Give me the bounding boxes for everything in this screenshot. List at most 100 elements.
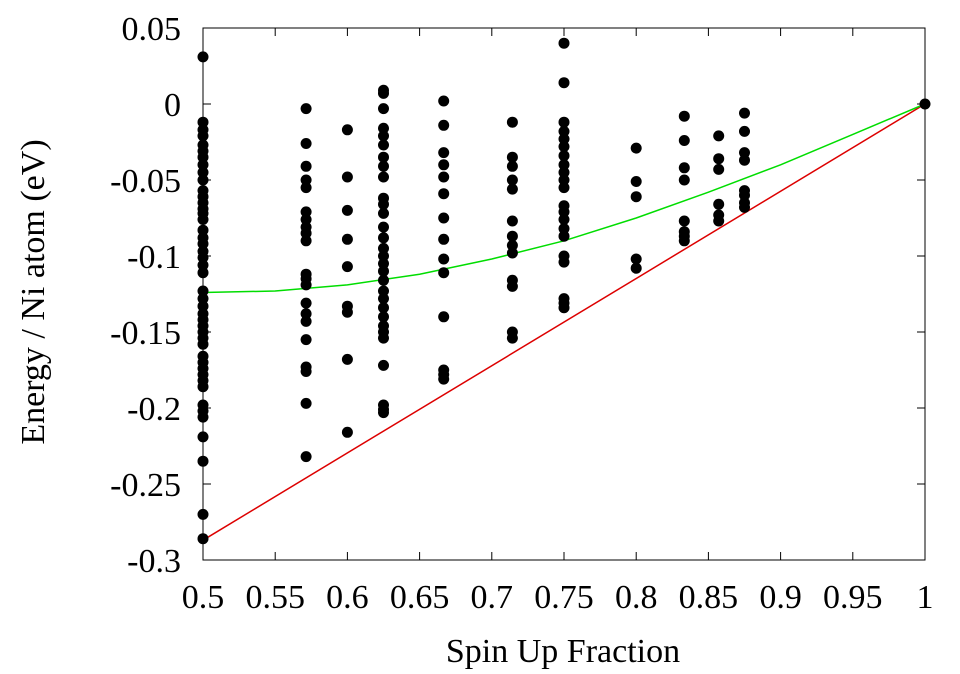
data-point xyxy=(378,285,389,297)
x-tick-label: 0.8 xyxy=(615,579,658,616)
data-point xyxy=(378,198,389,210)
y-tick-label: -0.3 xyxy=(127,543,181,580)
data-point xyxy=(558,116,570,128)
data-points xyxy=(197,37,931,545)
data-point xyxy=(630,191,642,203)
data-point xyxy=(300,366,312,377)
data-point xyxy=(558,159,570,171)
data-point xyxy=(506,174,518,186)
data-point xyxy=(678,110,690,122)
y-tick-label: -0.1 xyxy=(127,239,181,276)
data-point xyxy=(341,306,353,318)
data-point xyxy=(713,163,725,175)
data-point xyxy=(678,162,690,174)
data-point xyxy=(378,359,389,371)
data-point xyxy=(678,174,690,186)
data-point xyxy=(300,160,312,172)
data-point xyxy=(300,235,312,247)
data-point xyxy=(378,130,389,142)
data-point xyxy=(739,154,750,166)
data-point xyxy=(558,230,570,242)
data-point xyxy=(438,171,450,183)
data-point xyxy=(630,176,642,187)
data-point xyxy=(341,261,353,273)
data-point xyxy=(506,215,518,227)
data-point xyxy=(558,133,570,145)
data-point xyxy=(300,279,312,291)
data-point xyxy=(558,141,570,153)
data-point xyxy=(438,147,450,159)
x-axis-title: Spin Up Fraction xyxy=(446,633,680,670)
data-point xyxy=(558,77,570,89)
data-point xyxy=(506,183,518,195)
data-point xyxy=(713,153,725,165)
y-tick-label: 0.05 xyxy=(122,11,182,48)
data-point xyxy=(378,293,389,305)
data-point xyxy=(506,332,518,344)
x-tick-label: 1 xyxy=(917,579,934,616)
data-point xyxy=(558,150,570,162)
data-point xyxy=(300,227,312,239)
data-point xyxy=(300,397,312,409)
x-tick-label: 0.85 xyxy=(679,579,739,616)
x-tick-label: 0.75 xyxy=(534,579,594,616)
y-tick-label: -0.15 xyxy=(110,315,181,352)
data-point xyxy=(378,171,389,183)
data-point xyxy=(506,151,518,163)
data-point xyxy=(558,223,570,235)
data-point xyxy=(438,253,450,265)
y-tick-label: -0.25 xyxy=(110,467,181,504)
x-tick-label: 0.6 xyxy=(326,579,369,616)
data-point xyxy=(378,242,389,254)
data-point xyxy=(341,353,353,365)
x-tick-label: 0.65 xyxy=(390,579,450,616)
data-point xyxy=(713,215,725,227)
data-point xyxy=(378,407,389,419)
x-tick-label: 0.9 xyxy=(759,579,802,616)
data-point xyxy=(438,373,450,385)
data-point xyxy=(506,247,518,259)
data-point xyxy=(378,302,389,314)
data-point xyxy=(341,426,353,438)
data-point xyxy=(558,37,570,49)
data-point xyxy=(558,206,570,218)
y-tick-label: 0 xyxy=(164,87,181,124)
data-point xyxy=(300,451,312,463)
data-point xyxy=(558,174,570,186)
data-point xyxy=(300,334,312,346)
data-point xyxy=(558,214,570,225)
data-point xyxy=(739,201,750,213)
data-point xyxy=(438,119,450,131)
data-point xyxy=(378,221,389,233)
x-axis: 0.5 0.55 0.6 0.65 0.7 0.75 0.8 0.85 0.9 0.95 1 xyxy=(182,28,934,616)
data-point xyxy=(300,214,312,225)
data-point xyxy=(630,142,642,154)
data-point xyxy=(300,103,312,115)
data-point xyxy=(713,198,725,210)
data-point xyxy=(341,171,353,183)
data-point xyxy=(378,122,389,134)
data-point xyxy=(739,189,750,201)
data-point xyxy=(300,174,312,186)
data-point xyxy=(678,135,690,146)
data-point xyxy=(378,207,389,219)
x-tick-label: 0.95 xyxy=(823,579,883,616)
data-point xyxy=(739,107,750,119)
data-point xyxy=(438,267,450,279)
data-point xyxy=(506,239,518,251)
data-point xyxy=(341,233,353,245)
data-point xyxy=(558,125,570,137)
x-tick-label: 0.55 xyxy=(245,579,305,616)
data-point xyxy=(378,232,389,244)
data-point xyxy=(438,159,450,171)
data-point xyxy=(558,256,570,268)
fit-line-0 xyxy=(202,103,926,541)
data-point xyxy=(378,139,389,151)
data-point xyxy=(630,262,642,274)
data-point xyxy=(558,166,570,178)
data-point xyxy=(378,258,389,270)
y-axis: 0.05 0 -0.05 -0.1 -0.15 -0.2 -0.25 -0.3 xyxy=(110,11,925,580)
data-point xyxy=(378,250,389,262)
data-point xyxy=(341,204,353,216)
data-point xyxy=(506,230,518,242)
